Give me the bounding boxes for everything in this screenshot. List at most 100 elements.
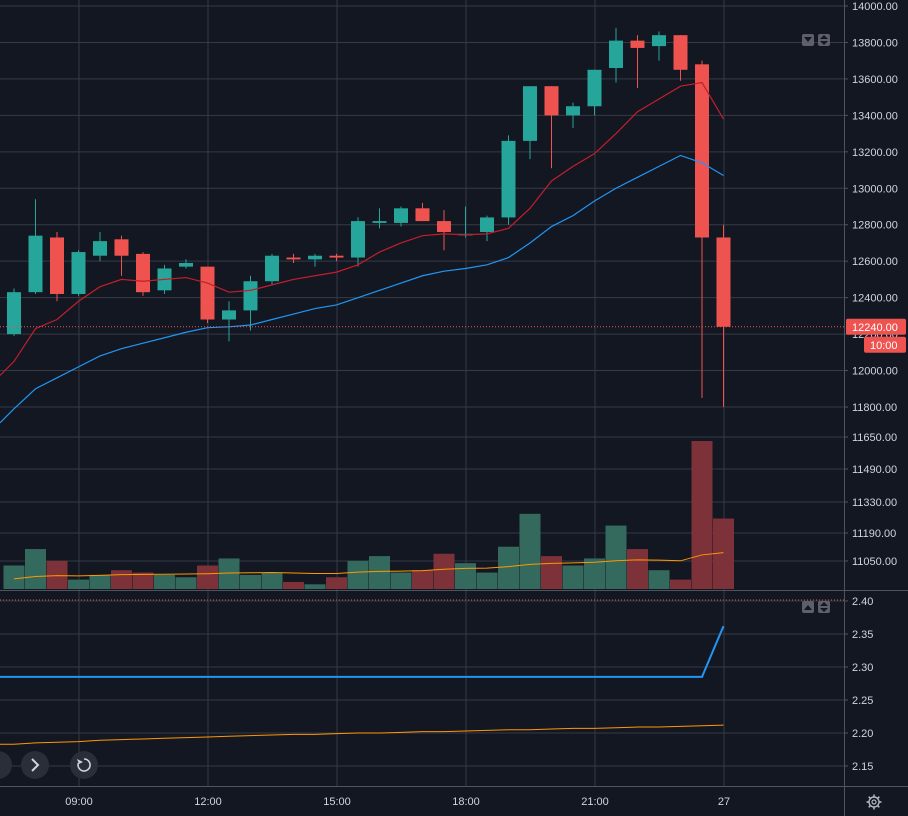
ma-fast-line	[0, 81, 725, 376]
volume-tick-label: 11190.00	[852, 528, 896, 540]
volume-bar	[347, 560, 369, 589]
candle-body	[351, 221, 365, 258]
candle-body	[673, 35, 688, 70]
price-tick-label: 12400.00	[852, 293, 898, 305]
volume-bar	[68, 579, 89, 589]
indicator-line-b	[0, 724, 724, 745]
price-tick-label: 14000.00	[852, 1, 898, 13]
candle-body	[695, 64, 709, 238]
scroll-right-button[interactable]	[21, 751, 49, 779]
candle-body	[200, 266, 215, 320]
indicator-tick-label: 2.35	[852, 629, 873, 641]
candle-body	[329, 255, 344, 258]
candle-body	[566, 106, 580, 116]
volume-bar	[25, 549, 46, 589]
volume-bar	[218, 558, 240, 589]
gear-icon[interactable]	[866, 794, 882, 810]
candle-body	[587, 69, 602, 107]
indicator-line-a	[0, 625, 725, 678]
collapse-pane-button[interactable]	[802, 34, 814, 46]
indicator-tick-label: 2.20	[852, 728, 873, 740]
volume-bar	[713, 518, 734, 589]
scroll-left-button[interactable]	[0, 751, 12, 779]
price-tick-label: 12800.00	[852, 220, 898, 232]
volume-bar	[627, 549, 648, 589]
volume-bar	[46, 560, 68, 589]
candles	[7, 27, 731, 407]
candle-body	[265, 255, 279, 282]
candle-body	[437, 221, 451, 233]
candle-body	[243, 281, 258, 311]
countdown-tag	[864, 336, 906, 353]
volume-bar	[648, 570, 670, 589]
candle-body	[415, 208, 430, 222]
maximize-indicator-button[interactable]	[818, 601, 830, 613]
reset-icon	[77, 758, 91, 772]
volume-bar	[132, 572, 154, 589]
last-price-label: 12240.00	[852, 322, 898, 334]
indicator-tick-label: 2.25	[852, 695, 873, 707]
moving-averages	[0, 81, 725, 424]
indicator-tick-label: 2.15	[852, 761, 873, 773]
candle-body	[93, 241, 107, 256]
volume-bar	[369, 556, 390, 589]
price-tick-label: 12000.00	[852, 366, 898, 378]
volume-bar	[455, 563, 476, 589]
volume-bar	[111, 570, 132, 589]
volume-bar	[541, 556, 562, 589]
price-tick-label: 13600.00	[852, 74, 898, 86]
volume-bar	[283, 581, 304, 589]
time-tick-label: 21:00	[581, 796, 609, 808]
volume-bar	[562, 565, 584, 589]
indicator-pane	[0, 625, 725, 745]
volume-bar	[390, 572, 412, 589]
indicator-tick-label: 2.30	[852, 662, 873, 674]
candle-body	[114, 239, 129, 256]
last-price-line: 12240.00 10:00	[0, 318, 906, 353]
price-tick-label: 13400.00	[852, 110, 898, 122]
expand-pane-button[interactable]	[802, 601, 814, 613]
volume-bar	[3, 565, 25, 589]
time-tick-label: 27	[718, 796, 730, 808]
chevron-up-icon	[804, 605, 812, 610]
candle-body	[394, 208, 408, 223]
maximize-pane-button[interactable]	[818, 34, 830, 46]
ma-slow-line	[0, 154, 724, 424]
up-down-arrows-icon	[820, 35, 828, 45]
price-tick-label: 13200.00	[852, 147, 898, 159]
volume-tick-label: 11490.00	[852, 464, 897, 476]
volume-bar	[498, 546, 519, 589]
volume-bar	[175, 577, 197, 589]
price-tick-label: 12600.00	[852, 256, 898, 268]
reset-chart-button[interactable]	[70, 751, 98, 779]
up-down-arrows-icon	[820, 602, 828, 612]
candle-body	[609, 40, 623, 68]
volume-ma-line	[13, 552, 724, 580]
volume-tick-label: 11050.00	[852, 556, 897, 568]
volume-bar	[326, 577, 347, 589]
volume-bar	[584, 558, 605, 589]
candle-body	[630, 40, 645, 48]
candle-body	[28, 235, 43, 293]
candle-body	[179, 263, 193, 267]
volume-tick-label: 11650.00	[852, 432, 897, 444]
volume-bar	[412, 570, 433, 589]
time-axis[interactable]: 09:00 12:00 15:00 18:00 21:00 27	[65, 796, 730, 808]
price-tick-label: 13800.00	[852, 37, 898, 49]
time-tick-label: 09:00	[65, 796, 93, 808]
price-tick-label: 11800.00	[852, 402, 897, 414]
last-price-tag	[846, 318, 906, 335]
candle-body	[136, 253, 150, 293]
volume-bar	[519, 513, 541, 589]
candle-body	[222, 310, 236, 320]
time-tick-label: 12:00	[194, 796, 222, 808]
candle-body	[50, 237, 64, 294]
volume-tick-label: 11330.00	[852, 497, 897, 509]
volume-bar	[89, 574, 111, 589]
time-tick-label: 15:00	[323, 796, 351, 808]
candle-body	[501, 140, 516, 218]
countdown-label: 10:00	[870, 340, 898, 352]
indicator-tick-label: 2.40	[852, 596, 873, 608]
